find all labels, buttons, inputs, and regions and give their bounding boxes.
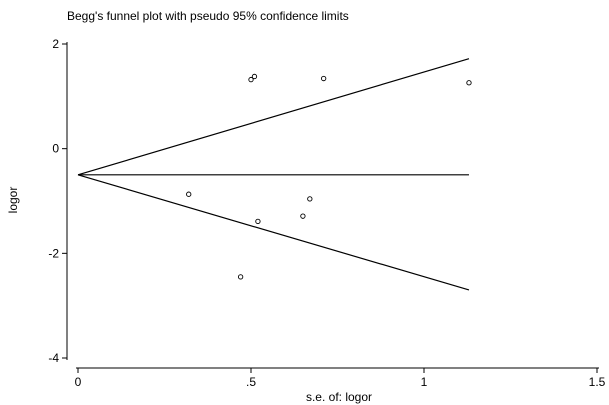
plot-area: -4 -2 0 2 0 .5 1 1.5 — [48, 37, 605, 389]
chart-title: Begg's funnel plot with pseudo 95% confi… — [67, 9, 349, 23]
study-point — [321, 75, 327, 82]
lower-limit-line — [77, 174, 470, 291]
study-point — [255, 218, 261, 225]
upper-limit-line — [77, 58, 470, 176]
x-tick-label: 1 — [421, 375, 428, 389]
study-point — [307, 196, 313, 202]
y-tick-label: 0 — [52, 142, 59, 156]
study-point — [237, 274, 244, 280]
x-tick-label: 1.5 — [589, 375, 606, 389]
y-tick-label: 2 — [52, 37, 59, 51]
study-point — [466, 80, 472, 86]
study-point — [186, 191, 192, 197]
study-point — [251, 73, 258, 80]
x-tick-label: 0 — [75, 375, 82, 389]
y-tick-label: -2 — [48, 246, 59, 260]
study-point — [248, 76, 254, 83]
study-point — [300, 213, 306, 219]
x-tick-label: .5 — [246, 375, 256, 389]
y-axis-label: logor — [6, 187, 20, 214]
x-axis-label: s.e. of: logor — [306, 390, 372, 404]
y-tick-label: -4 — [48, 351, 59, 365]
